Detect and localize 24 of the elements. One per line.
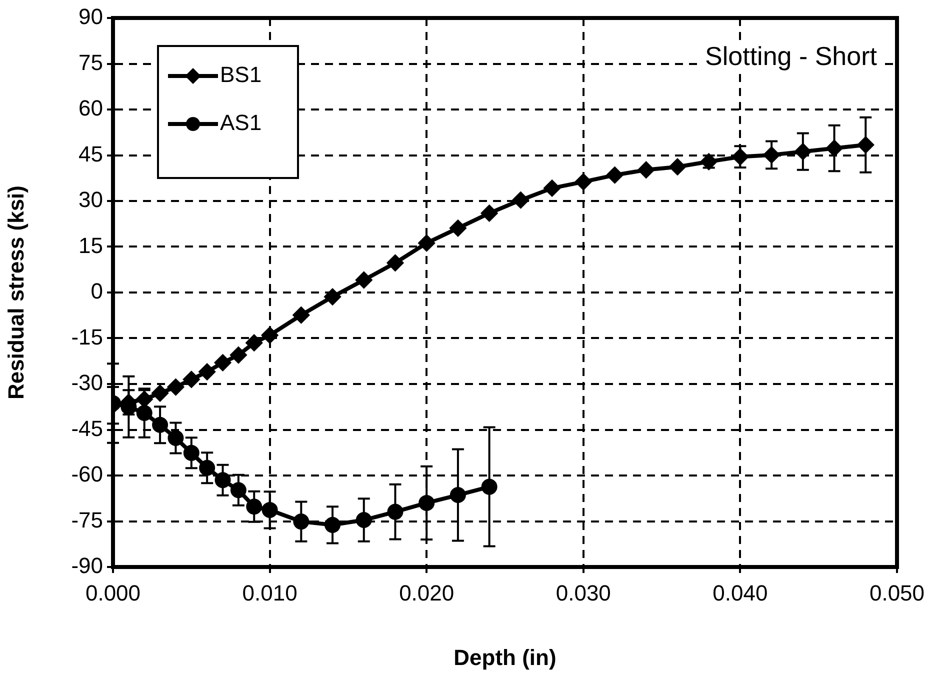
legend-label: BS1 — [220, 62, 262, 88]
y-tick-label: 75 — [78, 50, 103, 75]
x-tick-label: 0.050 — [869, 580, 925, 606]
x-tick-label: 0.020 — [399, 580, 454, 606]
y-tick-label: 60 — [78, 96, 103, 121]
y-tick-label: -75 — [71, 507, 103, 532]
y-axis-title: Residual stress (ksi) — [3, 186, 28, 400]
y-tick-label: 90 — [78, 4, 103, 30]
y-tick-label: 45 — [78, 141, 103, 166]
y-tick-label: -30 — [71, 370, 103, 396]
x-axis-title: Depth (in) — [454, 644, 556, 670]
x-tick-label: 0.010 — [242, 580, 298, 606]
y-tick-label: 15 — [78, 232, 103, 258]
x-tick-label: 0.030 — [556, 580, 611, 606]
legend-label: AS1 — [220, 110, 262, 136]
y-tick-label: -60 — [71, 462, 103, 487]
y-tick-label: 0 — [90, 278, 103, 304]
y-tick-label: -90 — [71, 553, 103, 578]
y-tick-label: 30 — [78, 187, 103, 212]
x-tick-label: 0.000 — [85, 580, 141, 606]
y-tick-label: -15 — [71, 324, 103, 350]
text: Slotting - Short — [705, 41, 878, 72]
x-tick-label: 0.040 — [712, 580, 768, 606]
y-tick-label: -45 — [71, 416, 103, 441]
